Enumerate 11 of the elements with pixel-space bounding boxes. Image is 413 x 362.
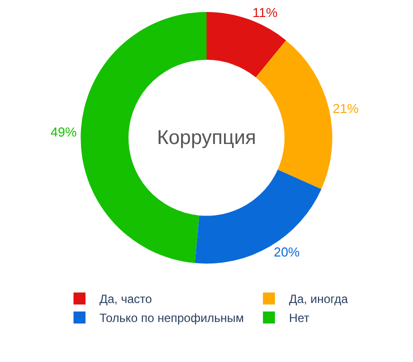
legend-label: Только по непрофильным: [100, 311, 244, 326]
data-label: 20%: [274, 244, 300, 260]
donut-slice: [256, 40, 332, 190]
text: Коррупция: [157, 127, 256, 149]
legend-label: Нет: [288, 311, 310, 326]
data-label: 21%: [332, 100, 360, 116]
data-label: 49%: [50, 124, 78, 140]
data-label: 11%: [252, 5, 278, 20]
donut-slice: [194, 170, 322, 264]
legend-label: Да, часто: [100, 292, 152, 306]
legend-label: Да, иногда: [288, 292, 348, 306]
